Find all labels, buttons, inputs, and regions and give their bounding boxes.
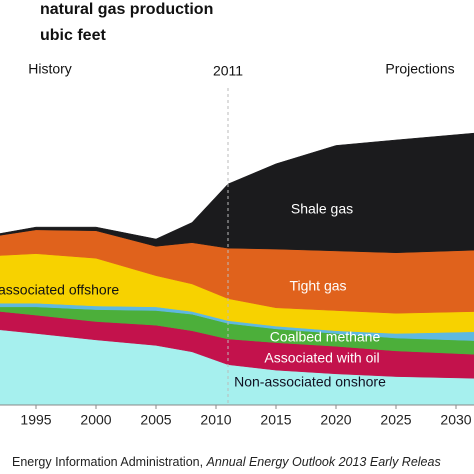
plot-area	[0, 132, 474, 406]
series-label: Tight gas	[289, 278, 346, 294]
series-label: Associated with oil	[264, 350, 379, 366]
series-label: Non-associated onshore	[234, 374, 386, 390]
series-label: Shale gas	[291, 201, 353, 217]
x-tick-label: 2010	[200, 412, 231, 428]
annotation: Projections	[385, 61, 454, 77]
x-tick-label: 2030	[440, 412, 471, 428]
x-tick-label: 2000	[80, 412, 111, 428]
chart-subtitle: ubic feet	[40, 27, 106, 44]
x-tick-label: 2025	[380, 412, 411, 428]
chart-title: natural gas production	[40, 1, 213, 18]
x-tick-label: 2005	[140, 412, 171, 428]
area	[0, 132, 474, 254]
annotation: History	[28, 61, 72, 77]
x-tick-label: 1995	[20, 412, 51, 428]
source-part: Annual Energy Outlook 2013 Early Releas	[206, 455, 441, 469]
source-part: Energy Information Administration,	[12, 455, 207, 469]
series-label: associated offshore	[0, 282, 119, 298]
overlay: 1995 2000 2005 2010 2015 2020 2025 2030 History 2…	[0, 61, 474, 428]
series-label: Coalbed methane	[270, 329, 381, 345]
annotation: 2011	[213, 63, 243, 79]
source: Energy Information Administration, Annua…	[12, 455, 441, 469]
x-tick-label: 2020	[320, 412, 351, 428]
x-tick-label: 2015	[260, 412, 291, 428]
